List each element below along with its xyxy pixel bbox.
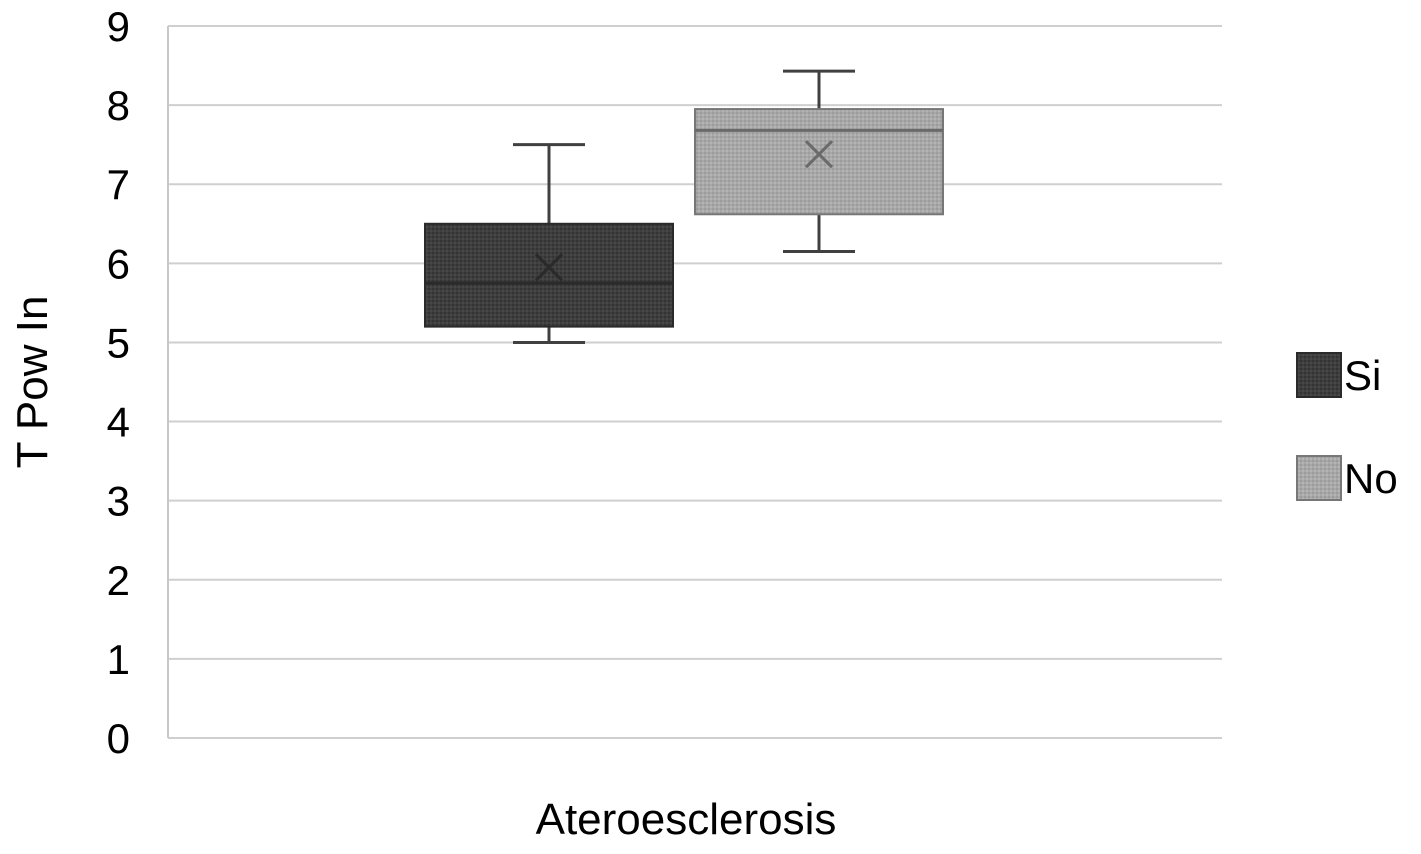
y-tick-label: 5 [107, 319, 130, 366]
box-iqr [424, 222, 674, 328]
box-si [424, 143, 674, 344]
x-axis-title: Ateroesclerosis [536, 795, 837, 844]
y-tick-label: 6 [107, 240, 130, 287]
y-tick-label: 4 [107, 399, 130, 446]
legend: Si No [1296, 352, 1398, 502]
mean-marker [534, 253, 564, 282]
legend-label-no: No [1344, 455, 1398, 502]
box-series [424, 69, 944, 344]
y-axis-title: T Pow In [8, 296, 57, 469]
legend-swatch-no [1296, 455, 1342, 501]
y-tick-label: 0 [107, 715, 130, 762]
y-tick-label: 8 [107, 82, 130, 129]
y-tick-label: 3 [107, 478, 130, 525]
y-tick-label: 7 [107, 161, 130, 208]
y-tick-labels: 0 1 2 3 4 5 6 7 8 9 [107, 3, 130, 762]
gridlines [168, 25, 1222, 739]
legend-swatch-si [1296, 352, 1342, 398]
box-iqr [694, 108, 944, 216]
y-tick-label: 2 [107, 557, 130, 604]
box-no [694, 69, 944, 253]
y-tick-label: 1 [107, 636, 130, 683]
mean-marker [804, 140, 834, 169]
y-tick-label: 9 [107, 3, 130, 50]
legend-label-si: Si [1344, 352, 1381, 399]
